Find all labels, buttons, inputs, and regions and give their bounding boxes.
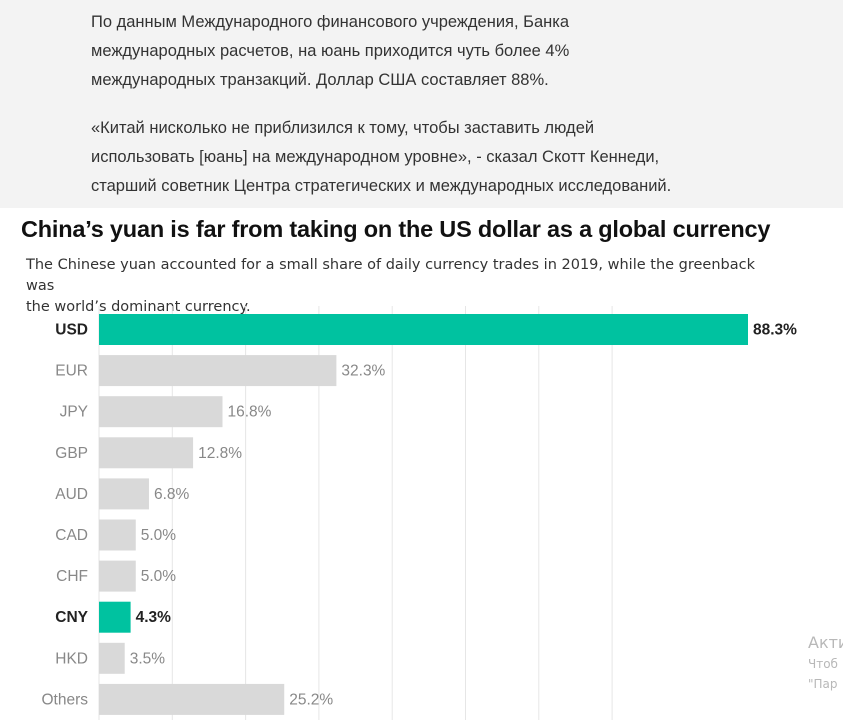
value-label-gbp: 12.8% [198, 445, 242, 462]
watermark-line: Чтоб [808, 657, 838, 671]
bar-chf [99, 560, 136, 592]
chart-container: China’s yuan is far from taking on the U… [0, 208, 843, 720]
bar-usd [99, 314, 748, 345]
article-line: международных расчетов, на юань приходит… [91, 42, 570, 60]
article-paragraph-1: По данным Международного финансового учр… [91, 8, 791, 95]
bar-hkd [99, 642, 125, 674]
value-label-hkd: 3.5% [130, 650, 166, 667]
category-label-usd: USD [55, 322, 88, 339]
chart-title: China’s yuan is far from taking on the U… [21, 216, 771, 242]
article-line: использовать [юань] на международном уро… [91, 148, 660, 166]
value-label-cny: 4.3% [136, 609, 172, 626]
article-line: международных транзакций. Доллар США сос… [91, 71, 549, 89]
value-label-cad: 5.0% [141, 527, 177, 544]
bar-cny [99, 601, 131, 633]
category-label-aud: AUD [55, 486, 88, 503]
category-label-cny: CNY [55, 609, 88, 626]
bar-aud [99, 478, 149, 510]
value-label-aud: 6.8% [154, 486, 190, 503]
article-line: По данным Международного финансового учр… [91, 13, 570, 31]
article-paragraph-2: «Китай нисколько не приблизился к тому, … [91, 114, 791, 201]
bar-jpy [99, 396, 223, 428]
category-label-others: Others [41, 691, 88, 708]
article-line: «Китай нисколько не приблизился к тому, … [91, 119, 595, 137]
bar-eur [99, 355, 337, 387]
category-label-hkd: HKD [55, 650, 88, 667]
bar-others [99, 683, 285, 715]
value-label-eur: 32.3% [341, 363, 385, 380]
watermark-line: "Пар [808, 677, 838, 691]
activation-watermark: Акти Чтоб "Пар [808, 632, 843, 694]
article-line: старший советник Центра стратегических и… [91, 177, 672, 195]
category-label-jpy: JPY [60, 404, 88, 421]
value-label-chf: 5.0% [141, 568, 177, 585]
bar-chart: USD 88.3% EUR 32.3% JPY 16.8% GBP 12.8% AUD 6.8% C… [41, 306, 797, 720]
bar-cad [99, 519, 136, 551]
value-label-others: 25.2% [289, 691, 333, 708]
value-label-jpy: 16.8% [227, 404, 271, 421]
chart-subtitle-line: The Chinese yuan accounted for a small s… [26, 257, 756, 294]
category-label-eur: EUR [55, 363, 88, 380]
watermark-line: Акти [808, 633, 843, 652]
value-label-usd: 88.3% [753, 322, 797, 339]
article-text: По данным Международного финансового учр… [0, 0, 843, 208]
bar-gbp [99, 437, 194, 469]
category-label-cad: CAD [55, 527, 88, 544]
chart-subtitle: The Chinese yuan accounted for a small s… [26, 255, 786, 318]
category-label-chf: CHF [56, 568, 88, 585]
category-label-gbp: GBP [55, 445, 88, 462]
chart-subtitle-line: the world’s dominant currency. [26, 299, 251, 315]
